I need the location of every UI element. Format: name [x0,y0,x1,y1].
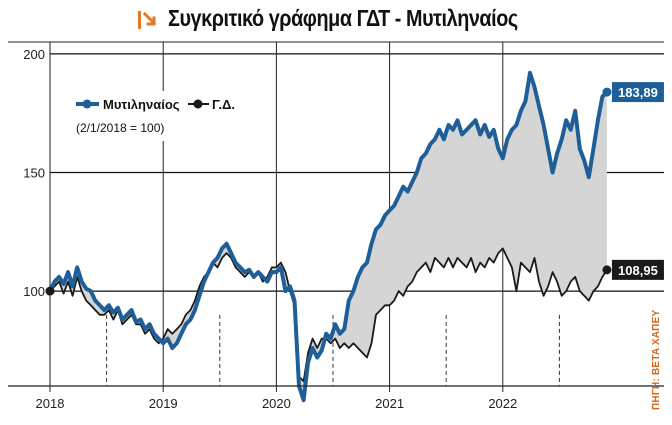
x-tick-label-2022: 2022 [488,396,517,411]
y-tick-label-150: 150 [23,165,45,180]
end-marker-series-1 [602,87,612,97]
start-marker [45,286,55,296]
y-tick-label-100: 100 [23,284,45,299]
source-credit: ΠΗΓΗ: BETA ΧΑΠΕΥ [651,309,662,410]
series-line-1 [48,70,609,403]
x-tick-label-2018: 2018 [36,396,65,411]
legend-marker-series-1 [82,99,92,109]
arrow-down-right-icon [138,11,157,29]
end-label-box-series-2 [611,259,664,280]
x-tick-label-2021: 2021 [375,396,404,411]
legend-label-series-2: Γ.Δ. [212,97,235,112]
legend: Μυτιληναίος Γ.Δ. (2/1/2018 = 100) [70,91,248,141]
end-label-series-2: 108,95 [618,263,658,278]
x-tick-label-2020: 2020 [262,396,291,411]
axis-layer: 100 150 200 2018 2019 2020 2021 2022 [8,47,664,411]
legend-marker-series-2 [193,99,203,109]
series-layer [45,70,609,403]
chart-header: Συγκριτικό γράφημα ΓΔΤ - Μυτιληναίος [0,0,672,40]
legend-label-series-1: Μυτιληναίος [103,97,180,112]
end-label-layer: 183,89 108,95 [602,82,664,280]
end-label-box-series-1 [611,82,664,103]
chart-title: Συγκριτικό γράφημα ΓΔΤ - Μυτιληναίος [168,5,518,31]
legend-note: (2/1/2018 = 100) [76,121,164,135]
series-line-2 [49,247,608,383]
x-tick-label-2019: 2019 [149,396,178,411]
y-tick-label-200: 200 [23,47,45,62]
end-marker-series-2 [602,265,612,275]
end-label-series-1: 183,89 [618,85,658,100]
